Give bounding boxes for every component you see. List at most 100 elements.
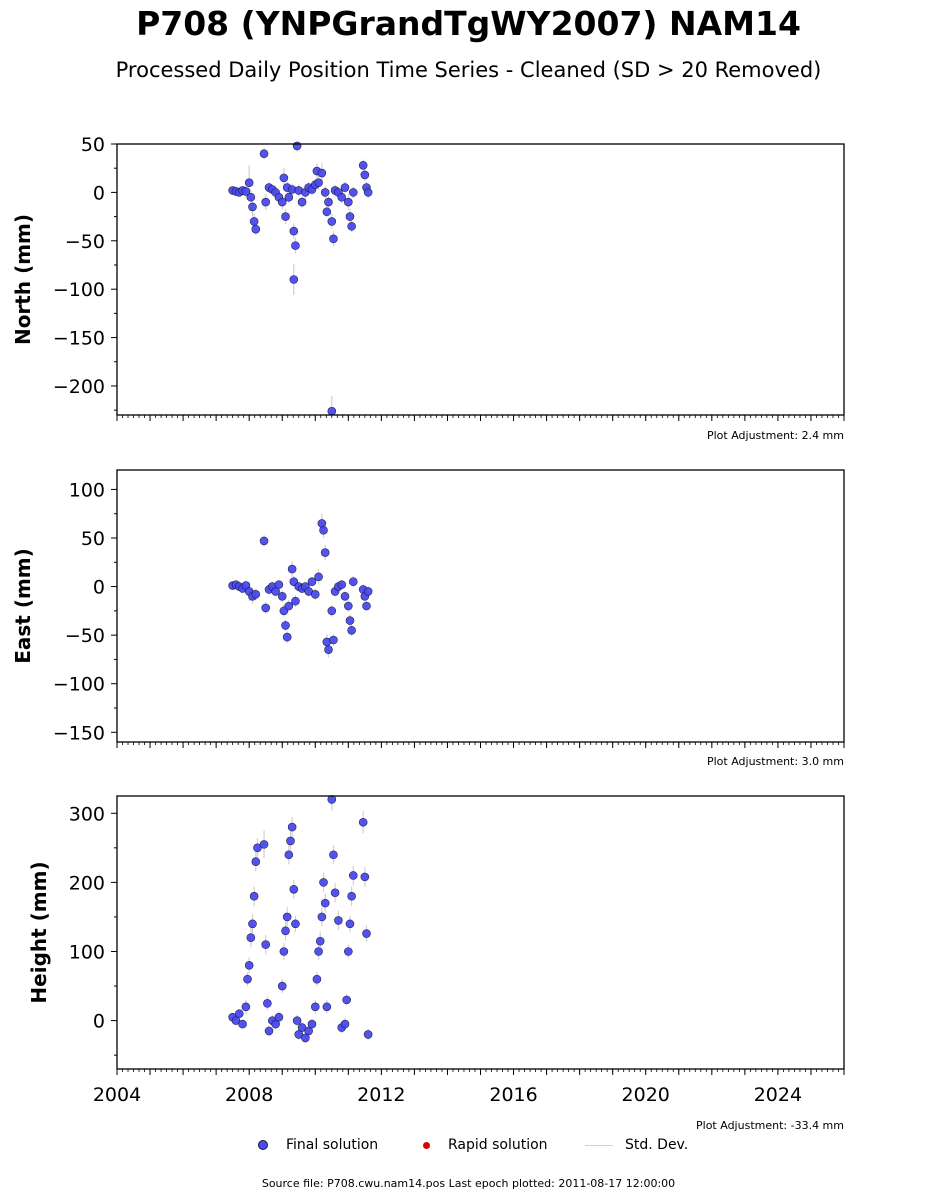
data-point	[348, 577, 358, 587]
data-point	[307, 577, 317, 587]
data-point	[348, 188, 358, 197]
data-point	[281, 926, 290, 936]
data-point	[310, 590, 320, 599]
data-point	[320, 548, 330, 557]
data-point	[279, 173, 289, 183]
y-tick-label: 100	[69, 479, 105, 501]
data-point	[344, 601, 353, 611]
data-point	[284, 850, 294, 860]
data-point	[286, 836, 295, 846]
y-tick-label: 200	[69, 872, 105, 894]
data-point	[274, 1012, 284, 1022]
data-point	[251, 857, 261, 866]
data-point	[342, 995, 351, 1005]
x-tick-label: 2004	[93, 1084, 141, 1106]
data-point	[337, 192, 347, 202]
y-tick-label: 0	[93, 1011, 105, 1033]
north-plot-frame	[116, 143, 845, 416]
data-point	[292, 1016, 302, 1025]
chart-title: P708 (YNPGrandTgWY2007) NAM14	[136, 4, 801, 43]
data-point	[334, 916, 343, 925]
data-point	[253, 843, 262, 853]
data-point	[238, 1019, 247, 1029]
data-point	[261, 603, 271, 613]
legend-final: Final solution	[258, 1137, 378, 1153]
data-point	[329, 234, 338, 244]
north-axis-label: North (mm)	[11, 214, 35, 345]
legend-std-label: Std. Dev.	[625, 1137, 689, 1153]
data-point	[319, 525, 328, 535]
data-point	[317, 168, 327, 178]
data-point	[261, 940, 271, 949]
data-point	[248, 202, 257, 212]
data-point	[259, 536, 269, 546]
data-point	[289, 226, 299, 236]
data-point	[241, 187, 251, 196]
legend: Final solution Rapid solution Std. Dev.	[240, 1137, 760, 1159]
data-point	[289, 885, 299, 894]
y-tick-label: −100	[53, 279, 105, 301]
x-tick-label: 2012	[357, 1084, 405, 1106]
data-point	[251, 224, 261, 234]
data-point	[312, 974, 322, 984]
data-point	[329, 850, 338, 860]
data-point	[348, 871, 358, 880]
final-solution-marker	[258, 1140, 268, 1150]
data-point	[259, 149, 269, 158]
data-point	[344, 947, 353, 956]
data-point	[244, 961, 254, 970]
x-tick-label: 2008	[225, 1084, 273, 1106]
data-point	[264, 1026, 274, 1036]
data-point	[261, 197, 271, 207]
data-point	[282, 632, 292, 642]
data-point	[345, 616, 355, 625]
data-point	[310, 1002, 320, 1012]
data-point	[319, 878, 328, 887]
y-tick-label: −50	[65, 625, 105, 647]
data-point	[234, 1009, 244, 1019]
legend-final-label: Final solution	[286, 1137, 379, 1153]
data-point	[284, 192, 294, 202]
data-point	[251, 590, 261, 599]
y-tick-label: 300	[69, 803, 105, 825]
data-point	[363, 188, 373, 197]
data-point	[277, 591, 287, 601]
data-point	[345, 919, 355, 929]
data-point	[244, 178, 254, 188]
height-axis-label: Height (mm)	[27, 861, 51, 1003]
std-dev-line	[585, 1144, 613, 1146]
data-point	[324, 645, 333, 655]
data-point	[289, 275, 299, 284]
north-plot-adjustment: Plot Adjustment: 2.4 mm	[706, 429, 844, 442]
data-point	[248, 919, 257, 929]
data-point	[314, 178, 323, 188]
data-point	[320, 188, 330, 197]
x-tick-label: 2024	[754, 1084, 802, 1106]
data-point	[358, 817, 368, 827]
data-point	[271, 1019, 280, 1029]
data-point	[358, 160, 368, 170]
data-point	[322, 1002, 332, 1012]
source-footer: Source file: P708.cwu.nam14.pos Last epo…	[261, 1177, 676, 1190]
x-tick-label: 2020	[622, 1084, 670, 1106]
data-point	[282, 912, 292, 922]
data-point	[249, 217, 259, 226]
data-point	[292, 141, 302, 151]
legend-std: Std. Dev.	[585, 1137, 688, 1153]
y-tick-label: −100	[53, 674, 105, 696]
data-point	[263, 999, 272, 1008]
y-tick-label: −150	[53, 328, 105, 350]
data-point	[291, 919, 300, 929]
data-point	[347, 625, 356, 635]
y-tick-label: 50	[81, 528, 105, 550]
y-tick-label: 100	[69, 942, 105, 964]
east-plot-adjustment: Plot Adjustment: 3.0 mm	[706, 755, 844, 768]
data-point	[360, 170, 370, 180]
y-tick-label: 50	[81, 134, 105, 156]
data-point	[344, 197, 353, 207]
data-point	[274, 580, 284, 589]
data-point	[327, 217, 337, 226]
data-point	[327, 795, 337, 804]
data-point	[304, 1026, 313, 1036]
data-point	[291, 596, 300, 606]
